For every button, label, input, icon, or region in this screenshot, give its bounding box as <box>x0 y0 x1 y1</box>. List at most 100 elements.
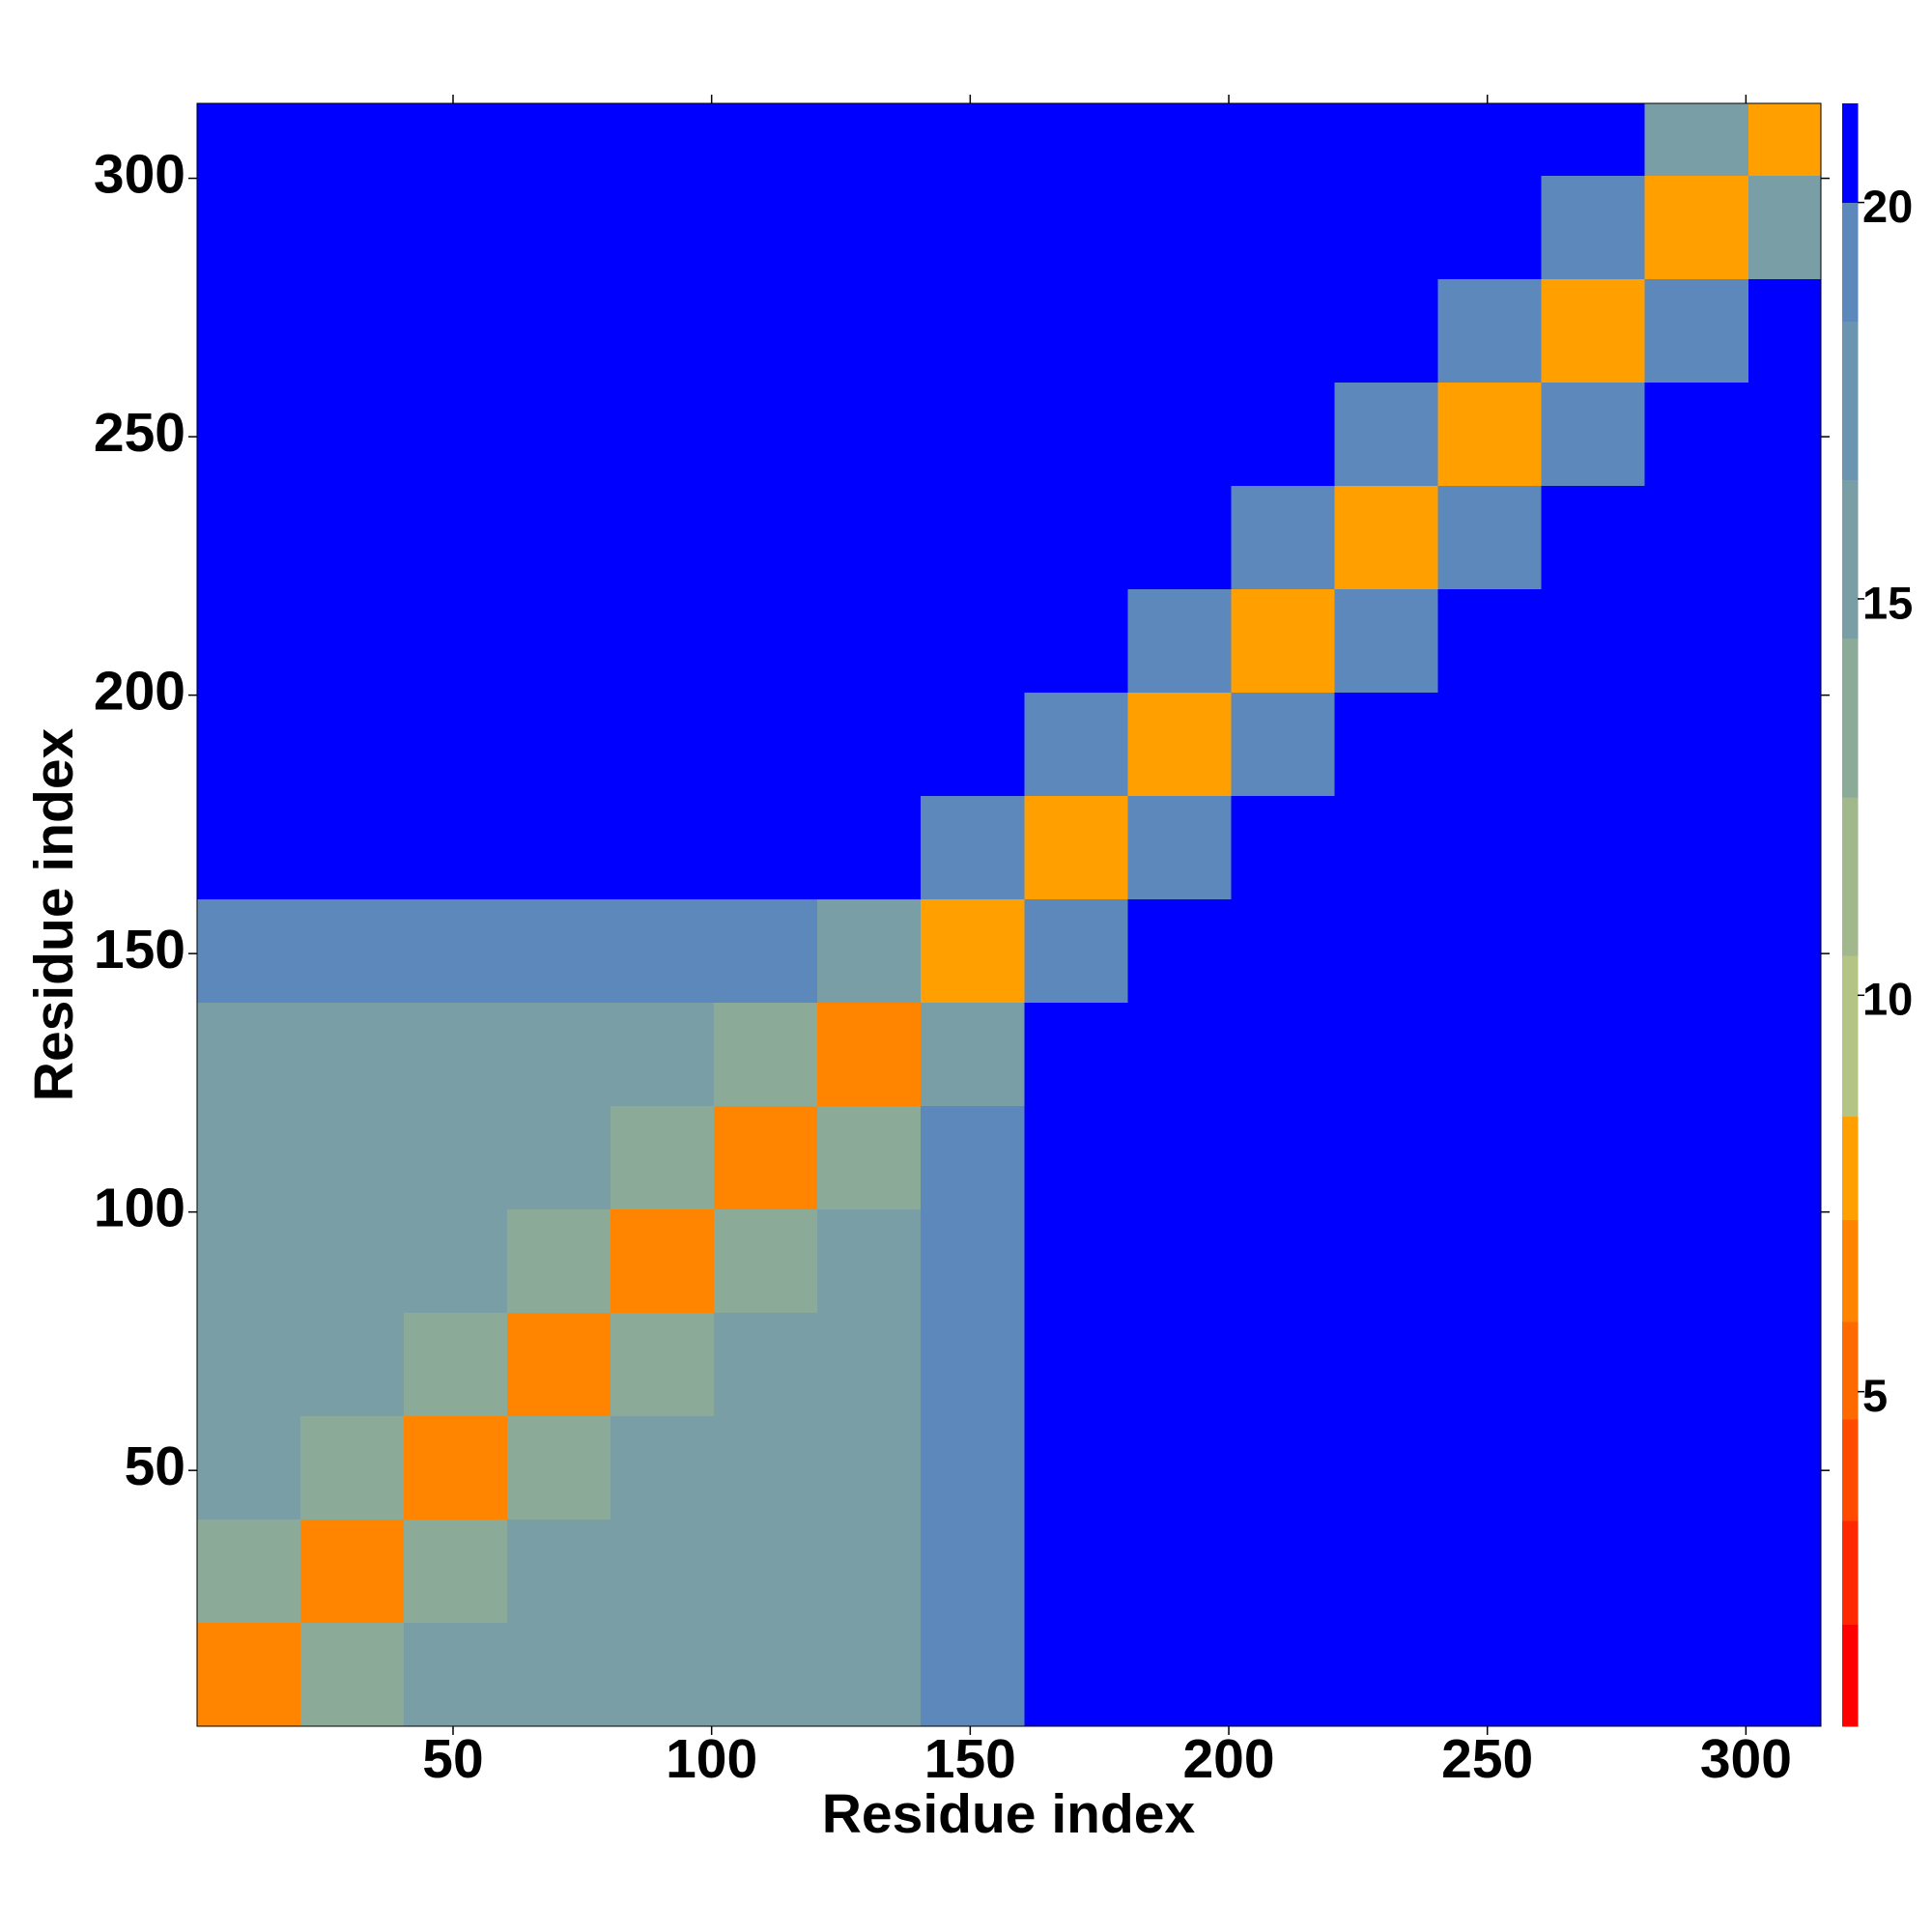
heatmap-cell <box>1644 175 1749 280</box>
heatmap-cell <box>1024 175 1128 280</box>
heatmap-cell <box>1231 1312 1336 1417</box>
heatmap-cell <box>1127 278 1232 384</box>
heatmap-cell <box>1437 1415 1543 1520</box>
heatmap-cell <box>1334 588 1439 694</box>
heatmap-cell <box>1644 1208 1749 1314</box>
heatmap-cell <box>714 1312 818 1417</box>
heatmap-cell <box>1541 1002 1646 1107</box>
colorbar-band <box>1841 202 1859 322</box>
colorbar-band <box>1841 1624 1859 1727</box>
heatmap-cell <box>299 898 405 1004</box>
heatmap-cell <box>506 1312 611 1417</box>
heatmap-cell <box>1541 1208 1646 1314</box>
heatmap-cell <box>1231 588 1336 694</box>
colorbar-band <box>1841 1419 1859 1521</box>
heatmap-cell <box>196 1105 301 1210</box>
heatmap-cell <box>403 588 508 694</box>
heatmap-cell <box>196 1415 301 1520</box>
heatmap-cell <box>299 382 405 487</box>
heatmap-cell <box>1437 1312 1543 1417</box>
heatmap-cell <box>403 382 508 487</box>
heatmap-cell <box>506 898 611 1004</box>
heatmap-cell <box>1231 102 1336 177</box>
heatmap-cell <box>1644 1415 1749 1520</box>
heatmap-cell <box>714 1519 818 1624</box>
heatmap-cell <box>1024 485 1128 590</box>
heatmap-cell <box>1747 898 1822 1004</box>
heatmap-cell <box>714 175 818 280</box>
heatmap-cell <box>506 1415 611 1520</box>
heatmap-cell <box>1644 1105 1749 1210</box>
heatmap-cell <box>1024 795 1128 900</box>
heatmap-cell <box>196 1312 301 1417</box>
heatmap-cell <box>817 278 922 384</box>
heatmap-cell <box>299 1519 405 1624</box>
heatmap-cell <box>1334 278 1439 384</box>
heatmap-cell <box>1644 692 1749 797</box>
heatmap-cell <box>1024 1622 1128 1727</box>
heatmap-cell <box>1437 588 1543 694</box>
heatmap-cell <box>817 795 922 900</box>
heatmap-cell <box>1024 692 1128 797</box>
y-tick-label: 50 <box>125 1435 185 1497</box>
heatmap-cell <box>403 1415 508 1520</box>
heatmap-cell <box>817 102 922 177</box>
heatmap-cell <box>1541 175 1646 280</box>
heatmap-cell <box>817 1208 922 1314</box>
heatmap-cell <box>817 485 922 590</box>
heatmap-cell <box>299 1415 405 1520</box>
heatmap-cell <box>1334 1105 1439 1210</box>
colorbar-band <box>1841 1321 1859 1420</box>
heatmap-cell <box>1334 692 1439 797</box>
heatmap-cell <box>1334 1415 1439 1520</box>
heatmap-cell <box>299 1208 405 1314</box>
heatmap-cell <box>714 1105 818 1210</box>
heatmap-cell <box>1747 485 1822 590</box>
colorbar-band <box>1841 796 1859 956</box>
heatmap-cell <box>506 278 611 384</box>
x-tick-label: 100 <box>666 1728 757 1790</box>
heatmap-cell <box>1541 692 1646 797</box>
heatmap-cell <box>1541 278 1646 384</box>
heatmap-cell <box>921 102 1025 177</box>
heatmap-cell <box>506 1002 611 1107</box>
heatmap-cell <box>921 1002 1025 1107</box>
y-tick-label: 200 <box>94 661 185 723</box>
heatmap-cell <box>1747 588 1822 694</box>
heatmap-cell <box>1127 1415 1232 1520</box>
heatmap-cell <box>921 692 1025 797</box>
heatmap-cell <box>1127 795 1232 900</box>
heatmap-cell <box>1024 1002 1128 1107</box>
colorbar-band <box>1841 1219 1859 1322</box>
heatmap-cell <box>1334 898 1439 1004</box>
heatmap-cell <box>1541 795 1646 900</box>
colorbar-band <box>1841 955 1859 1118</box>
heatmap-cell <box>196 102 301 177</box>
heatmap-cell <box>1541 1312 1646 1417</box>
heatmap-cell <box>1644 795 1749 900</box>
colorbar-tick-label: 20 <box>1862 181 1913 232</box>
heatmap-cell <box>196 795 301 900</box>
heatmap-cell <box>817 1415 922 1520</box>
heatmap-cell <box>299 1312 405 1417</box>
heatmap-cell <box>1747 1312 1822 1417</box>
heatmap-cell <box>921 795 1025 900</box>
heatmap-cell <box>1127 898 1232 1004</box>
heatmap-cell <box>611 1312 715 1417</box>
heatmap-cell <box>1644 382 1749 487</box>
y-tick-label: 150 <box>94 919 185 980</box>
heatmap-cell <box>611 1208 715 1314</box>
heatmap-cell <box>1747 1105 1822 1210</box>
heatmap-cell <box>1437 278 1543 384</box>
heatmap-cell <box>299 278 405 384</box>
heatmap-cell <box>1024 898 1128 1004</box>
heatmap-cell <box>817 1622 922 1727</box>
heatmap-cell <box>1541 382 1646 487</box>
heatmap-cell <box>714 692 818 797</box>
heatmap-cell <box>714 1208 818 1314</box>
heatmap-cell <box>1437 1519 1543 1624</box>
heatmap-cell <box>1231 1208 1336 1314</box>
colorbar-tick-label: 10 <box>1862 974 1913 1025</box>
heatmap-cell <box>817 898 922 1004</box>
heatmap-cell <box>611 278 715 384</box>
